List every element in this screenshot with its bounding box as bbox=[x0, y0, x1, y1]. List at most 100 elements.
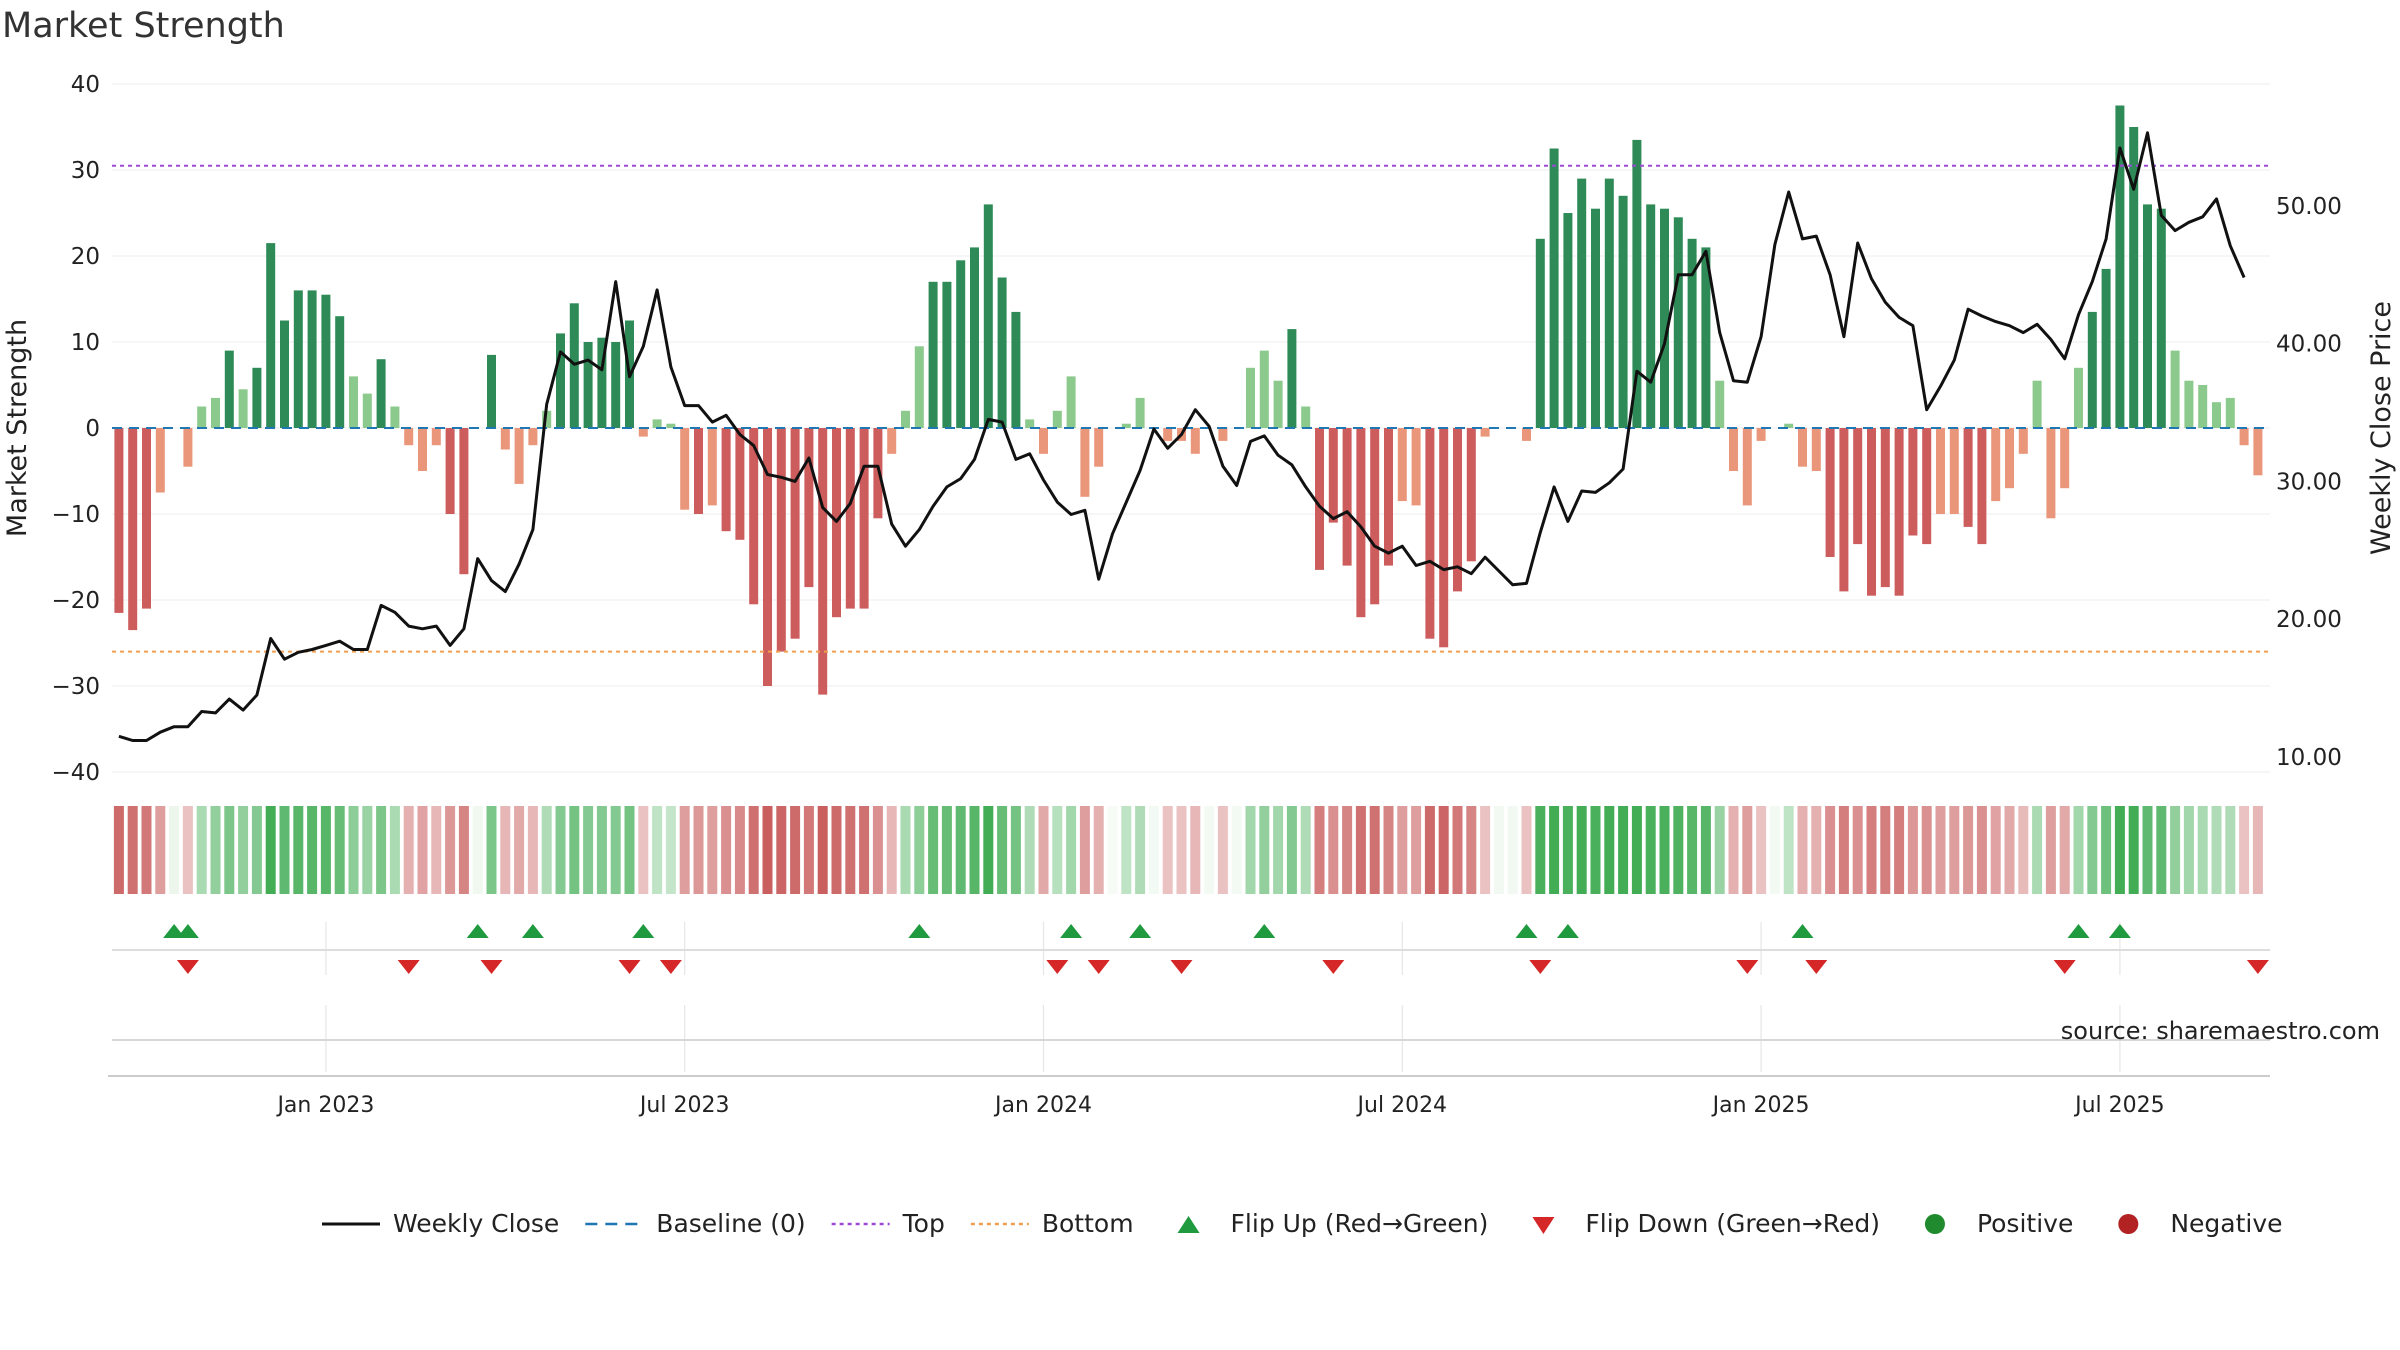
heat-strip-cell bbox=[362, 806, 373, 894]
strength-bar bbox=[252, 367, 262, 428]
strength-bar bbox=[2074, 367, 2083, 428]
flip-down-marker bbox=[1170, 960, 1193, 974]
flip-up-marker bbox=[176, 924, 199, 938]
heat-strip-cell bbox=[1976, 806, 1987, 894]
heat-strip-cell bbox=[1521, 806, 1532, 894]
heat-strip-cell bbox=[514, 806, 525, 894]
flip-down-marker bbox=[2053, 960, 2076, 974]
heat-strip-cell bbox=[307, 806, 318, 894]
y-tick-label: 0 bbox=[85, 416, 100, 442]
strength-bar bbox=[142, 428, 151, 609]
strength-bar bbox=[1315, 428, 1324, 570]
heat-strip-cell bbox=[2142, 806, 2153, 894]
heat-strip-cell bbox=[665, 806, 676, 894]
heat-strip-cell bbox=[1838, 806, 1849, 894]
strength-bar bbox=[500, 428, 510, 450]
strength-bar bbox=[1646, 204, 1656, 428]
heat-strip-cell bbox=[376, 806, 387, 894]
strength-bar bbox=[1453, 428, 1462, 592]
heat-strip-cell bbox=[458, 806, 469, 894]
flip-up-marker bbox=[2067, 924, 2090, 938]
x-tick-label: Jan 2023 bbox=[275, 1093, 374, 1118]
strength-bar bbox=[1853, 428, 1863, 545]
heat-strip-cell bbox=[1714, 806, 1725, 894]
heat-strip-cell bbox=[1562, 806, 1573, 894]
flip-down-marker bbox=[1322, 960, 1345, 974]
y2-tick-label: 20.00 bbox=[2276, 607, 2342, 633]
heat-strip-cell bbox=[1424, 806, 1435, 894]
strength-bar bbox=[859, 428, 869, 609]
heat-strip-cell bbox=[1314, 806, 1325, 894]
strength-bar bbox=[2198, 385, 2208, 428]
heat-strip-cell bbox=[1963, 806, 1974, 894]
heat-strip-cell bbox=[1949, 806, 1960, 894]
strength-bar bbox=[1632, 139, 1642, 428]
strength-bar bbox=[487, 354, 496, 428]
flip-down-marker bbox=[1805, 960, 1828, 974]
strength-bar bbox=[1867, 428, 1876, 596]
legend-symbol-circle bbox=[1924, 1214, 1945, 1234]
heat-strip-cell bbox=[1038, 806, 1049, 894]
strength-bar bbox=[1839, 428, 1849, 592]
y-tick-label: 40 bbox=[71, 72, 100, 98]
strength-bar bbox=[1798, 428, 1807, 467]
strength-bar bbox=[2060, 428, 2070, 489]
heat-strip-cell bbox=[155, 806, 166, 894]
heat-strip-cell bbox=[2004, 806, 2015, 894]
strength-bar bbox=[1135, 397, 1145, 428]
strength-bar bbox=[1963, 428, 1973, 527]
strength-bar bbox=[362, 393, 372, 428]
heat-strip-cell bbox=[1880, 806, 1891, 894]
y-tick-label: −40 bbox=[51, 760, 100, 786]
heat-strip-cell bbox=[1245, 806, 1256, 894]
heat-strip-cell bbox=[1507, 806, 1518, 894]
strength-bar bbox=[1687, 238, 1697, 428]
legend-label: Baseline (0) bbox=[656, 1209, 805, 1238]
legend-item: Flip Up (Red→Green) bbox=[1177, 1209, 1488, 1238]
heat-strip-cell bbox=[679, 806, 690, 894]
y2-tick-label: 10.00 bbox=[2276, 745, 2342, 771]
flip-up-marker bbox=[908, 924, 931, 938]
flip-down-marker bbox=[480, 960, 503, 974]
flip-up-marker bbox=[1556, 924, 1579, 938]
strength-bar bbox=[1825, 428, 1835, 557]
heat-strip-cell bbox=[389, 806, 400, 894]
heat-strip-cell bbox=[1576, 806, 1587, 894]
heat-strip-cell bbox=[293, 806, 304, 894]
strength-bar bbox=[1715, 380, 1725, 428]
y2-tick-label: 40.00 bbox=[2276, 332, 2342, 358]
strength-bar bbox=[335, 316, 345, 428]
x-tick-label: Jan 2025 bbox=[1711, 1093, 1810, 1118]
heat-strip-cell bbox=[1190, 806, 1201, 894]
strength-bar bbox=[2005, 428, 2014, 489]
heat-strip-cell bbox=[1273, 806, 1284, 894]
heat-strip-cell bbox=[1590, 806, 1601, 894]
heat-strip-cell bbox=[251, 806, 262, 894]
heat-strip-cell bbox=[1369, 806, 1380, 894]
strength-bar bbox=[1011, 311, 1021, 428]
x-tick-label: Jul 2023 bbox=[638, 1093, 730, 1118]
legend-label: Top bbox=[902, 1209, 945, 1238]
heat-strip-cell bbox=[334, 806, 345, 894]
heat-strip-cell bbox=[969, 806, 980, 894]
heat-strip-cell bbox=[2183, 806, 2194, 894]
heat-strip-cell bbox=[486, 806, 497, 894]
strength-bar bbox=[680, 428, 690, 510]
heat-strip-cell bbox=[431, 806, 442, 894]
legend-item: Bottom bbox=[970, 1209, 1134, 1238]
strength-bar bbox=[1121, 423, 1131, 428]
strength-bar bbox=[542, 410, 552, 428]
heat-strip-cell bbox=[1797, 806, 1808, 894]
heat-strip-cell bbox=[113, 806, 124, 894]
heat-strip-cell bbox=[1204, 806, 1215, 894]
heat-strip-cell bbox=[196, 806, 207, 894]
legend-label: Negative bbox=[2170, 1209, 2282, 1238]
heat-strip-cell bbox=[1411, 806, 1422, 894]
strength-bar bbox=[970, 247, 979, 428]
flip-up-marker bbox=[1791, 924, 1814, 938]
heat-strip-cell bbox=[1079, 806, 1090, 894]
strength-bar bbox=[1949, 428, 1959, 514]
heat-strip-cell bbox=[831, 806, 842, 894]
legend-symbol-up bbox=[1177, 1216, 1200, 1233]
